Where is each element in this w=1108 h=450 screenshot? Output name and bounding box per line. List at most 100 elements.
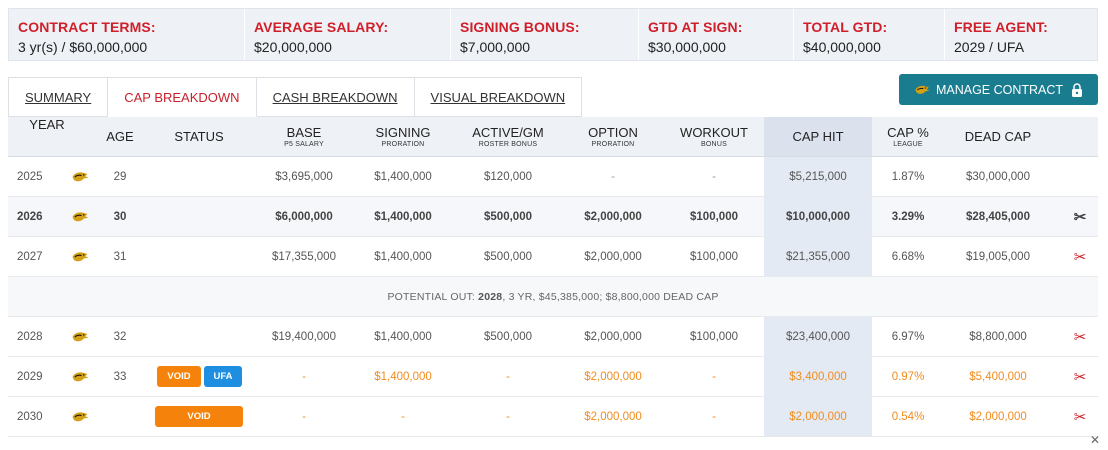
cell-year: 2028 <box>17 330 43 343</box>
jaguar-logo-icon <box>70 197 90 236</box>
scissors-icon[interactable]: ✂ <box>1073 368 1087 386</box>
tab-summary[interactable]: SUMMARY <box>8 77 109 117</box>
summary-contract-terms: CONTRACT TERMS: 3 yr(s) / $60,000,000 <box>9 9 245 60</box>
cell-dead-cap: $8,800,000 <box>969 330 1027 343</box>
scissors-icon[interactable]: ✂ <box>1073 208 1087 226</box>
cell-active: - <box>506 370 510 383</box>
cell-base: $17,355,000 <box>272 250 336 263</box>
cap-breakdown-table: YEAR AGE STATUS BASE P5 SALARY SIGNING PRO… <box>8 117 1098 437</box>
summary-signing-bonus: SIGNING BONUS: $7,000,000 <box>451 9 639 60</box>
cell-cap-hit: $21,355,000 <box>764 237 872 276</box>
cell-option: $2,000,000 <box>584 210 642 223</box>
cell-active: $500,000 <box>484 210 532 223</box>
cell-signing: $1,400,000 <box>374 330 432 343</box>
summary-label: SIGNING BONUS: <box>460 19 580 35</box>
table-row: 2030 VOID - - - $2,000,000 - $2,000,000 … <box>8 397 1098 437</box>
potential-out-details: , 3 YR, $45,385,000; $8,800,000 DEAD CAP <box>502 290 719 303</box>
table-row: 2029 33 VOID UFA - $1,400,000 - $2,000,0… <box>8 357 1098 397</box>
potential-out-prefix: POTENTIAL OUT: <box>387 290 476 303</box>
cell-age: 32 <box>113 330 127 343</box>
summary-label: FREE AGENT: <box>954 19 1048 35</box>
cell-signing: $1,400,000 <box>374 370 432 383</box>
cell-year: 2025 <box>17 170 43 183</box>
cell-year: 2027 <box>17 250 43 263</box>
cell-dead-cap: $30,000,000 <box>966 170 1030 183</box>
cell-age: 31 <box>113 250 127 263</box>
cell-active: $500,000 <box>484 330 532 343</box>
cell-cap-pct: 0.97% <box>891 370 925 383</box>
table-row: 2027 31 $17,355,000 $1,400,000 $500,000 … <box>8 237 1098 277</box>
summary-free-agent: FREE AGENT: 2029 / UFA <box>945 9 1097 60</box>
cell-option: - <box>611 170 615 183</box>
cell-active: $120,000 <box>484 170 532 183</box>
header-cap-pct: CAP % LEAGUE <box>887 125 929 148</box>
cell-year: 2029 <box>17 370 43 383</box>
summary-value: $20,000,000 <box>254 39 332 55</box>
summary-label: TOTAL GTD: <box>803 19 888 35</box>
cell-workout: - <box>712 370 716 383</box>
scissors-icon[interactable]: ✂ <box>1073 328 1087 346</box>
scissors-icon[interactable]: ✂ <box>1073 408 1087 426</box>
cell-active: $500,000 <box>484 250 532 263</box>
summary-label: GTD AT SIGN: <box>648 19 743 35</box>
header-signing: SIGNING PRORATION <box>375 125 431 148</box>
jaguar-logo-icon <box>70 397 90 436</box>
cell-dead-cap: $28,405,000 <box>966 210 1030 223</box>
cell-signing: $1,400,000 <box>374 210 432 223</box>
status-badge-void: VOID <box>153 397 245 436</box>
cell-year: 2030 <box>17 410 43 423</box>
jaguar-logo-icon <box>70 317 90 356</box>
status-badge-void: VOID <box>156 357 202 396</box>
cell-cap-hit: $3,400,000 <box>764 357 872 396</box>
table-row: 2028 32 $19,400,000 $1,400,000 $500,000 … <box>8 317 1098 357</box>
header-dead-cap: DEAD CAP <box>964 129 1032 144</box>
summary-average-salary: AVERAGE SALARY: $20,000,000 <box>245 9 451 60</box>
cell-option: $2,000,000 <box>584 250 642 263</box>
cell-workout: $100,000 <box>690 330 738 343</box>
cell-cap-hit: $23,400,000 <box>764 317 872 356</box>
jaguar-logo-icon <box>70 237 90 276</box>
summary-label: CONTRACT TERMS: <box>18 19 156 35</box>
tab-visual-breakdown[interactable]: VISUAL BREAKDOWN <box>414 77 583 117</box>
table-row: 2025 29 $3,695,000 $1,400,000 $120,000 -… <box>8 157 1098 197</box>
summary-value: 3 yr(s) / $60,000,000 <box>18 39 148 55</box>
cell-age: 33 <box>113 370 127 383</box>
cell-base: $19,400,000 <box>272 330 336 343</box>
scissors-icon[interactable]: ✂ <box>1073 248 1087 266</box>
jaguar-logo-icon <box>70 357 90 396</box>
header-base: BASE P5 SALARY <box>284 125 324 148</box>
cell-workout: - <box>712 410 716 423</box>
cell-option: $2,000,000 <box>584 410 642 423</box>
cell-dead-cap: $19,005,000 <box>966 250 1030 263</box>
manage-contract-button[interactable]: MANAGE CONTRACT <box>899 74 1098 105</box>
cell-cap-pct: 6.68% <box>891 250 925 263</box>
tab-cash-breakdown[interactable]: CASH BREAKDOWN <box>256 77 415 117</box>
cell-active: - <box>506 410 510 423</box>
cell-age: 29 <box>113 170 127 183</box>
close-icon[interactable]: ✕ <box>1090 433 1101 447</box>
breakdown-tabs: SUMMARY CAP BREAKDOWN CASH BREAKDOWN VIS… <box>8 77 583 117</box>
cell-signing: $1,400,000 <box>374 250 432 263</box>
cell-workout: - <box>712 170 716 183</box>
header-age: AGE <box>106 129 134 144</box>
manage-contract-label: MANAGE CONTRACT <box>935 82 1064 97</box>
cell-cap-hit: $2,000,000 <box>764 397 872 436</box>
summary-label: AVERAGE SALARY: <box>254 19 389 35</box>
contract-summary-bar: CONTRACT TERMS: 3 yr(s) / $60,000,000 AV… <box>8 8 1098 61</box>
cell-option: $2,000,000 <box>584 330 642 343</box>
summary-total-gtd: TOTAL GTD: $40,000,000 <box>794 9 945 60</box>
header-workout: WORKOUT BONUS <box>680 125 748 148</box>
cell-cap-pct: 6.97% <box>891 330 925 343</box>
table-row: 2026 30 $6,000,000 $1,400,000 $500,000 $… <box>8 197 1098 237</box>
tab-cap-breakdown[interactable]: CAP BREAKDOWN <box>108 77 257 117</box>
table-header: YEAR AGE STATUS BASE P5 SALARY SIGNING PRO… <box>8 117 1098 157</box>
cell-base: - <box>302 410 306 423</box>
header-active: ACTIVE/GM ROSTER BONUS <box>472 125 544 148</box>
cell-cap-pct: 3.29% <box>891 210 925 223</box>
jaguar-logo-icon <box>915 85 930 94</box>
potential-out-note: POTENTIAL OUT: 2028, 3 YR, $45,385,000; … <box>8 277 1098 317</box>
header-status: STATUS <box>174 129 224 144</box>
header-option: OPTION PRORATION <box>588 125 638 148</box>
summary-gtd-at-sign: GTD AT SIGN: $30,000,000 <box>639 9 794 60</box>
cell-workout: $100,000 <box>690 250 738 263</box>
